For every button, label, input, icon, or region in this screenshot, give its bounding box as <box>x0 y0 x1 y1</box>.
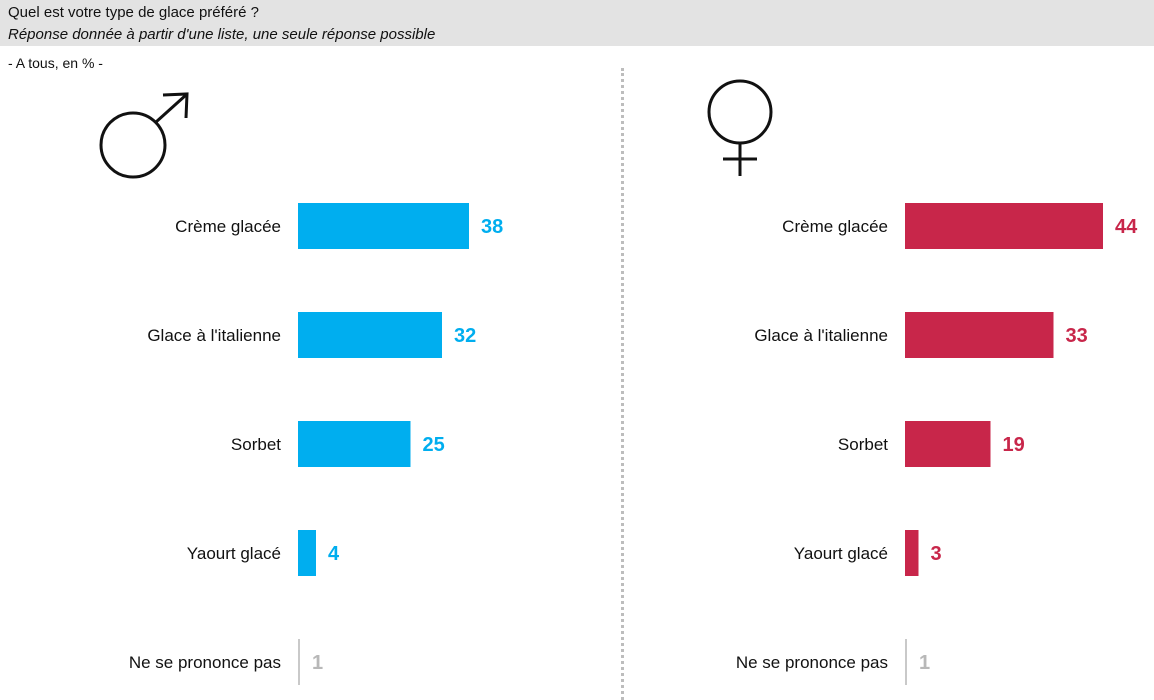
panel-divider <box>621 68 624 700</box>
bar <box>905 203 1103 249</box>
value-label: 38 <box>481 216 503 238</box>
bar <box>905 530 919 576</box>
value-label: 1 <box>919 652 930 674</box>
category-label: Sorbet <box>838 435 888 454</box>
base-note: - A tous, en % - <box>8 55 103 71</box>
category-label: Yaourt glacé <box>794 544 888 563</box>
question-header: Quel est votre type de glace préféré ? R… <box>0 0 1154 46</box>
women-bar-group: Crème glacée 44 Glace à l'italienne 33 Sorbe… <box>736 203 1138 685</box>
bar-no-answer <box>905 639 907 685</box>
category-label: Ne se prononce pas <box>736 653 888 672</box>
value-label: 32 <box>454 325 476 347</box>
female-symbol-icon <box>707 79 773 176</box>
value-label: 1 <box>312 652 323 674</box>
bar <box>905 421 991 467</box>
question-title: Quel est votre type de glace préféré ? <box>8 4 259 21</box>
value-label: 33 <box>1066 325 1088 347</box>
male-symbol-icon <box>99 92 189 179</box>
value-label: 4 <box>328 543 340 565</box>
value-label: 44 <box>1115 216 1138 238</box>
bar <box>298 203 469 249</box>
category-label: Ne se prononce pas <box>129 653 281 672</box>
question-subtitle: Réponse donnée à partir d'une liste, une… <box>8 26 436 43</box>
bar <box>298 312 442 358</box>
bar <box>905 312 1054 358</box>
category-label: Glace à l'italienne <box>147 326 281 345</box>
value-label: 25 <box>423 434 445 456</box>
category-label: Sorbet <box>231 435 281 454</box>
value-label: 3 <box>931 543 942 565</box>
category-label: Glace à l'italienne <box>754 326 888 345</box>
value-label: 19 <box>1003 434 1025 456</box>
bar <box>298 421 411 467</box>
men-bar-group: Crème glacée 38 Glace à l'italienne 32 Sorbe… <box>129 203 503 685</box>
category-label: Crème glacée <box>175 217 281 236</box>
bar <box>298 530 316 576</box>
bar-no-answer <box>298 639 300 685</box>
category-label: Crème glacée <box>782 217 888 236</box>
category-label: Yaourt glacé <box>187 544 281 563</box>
